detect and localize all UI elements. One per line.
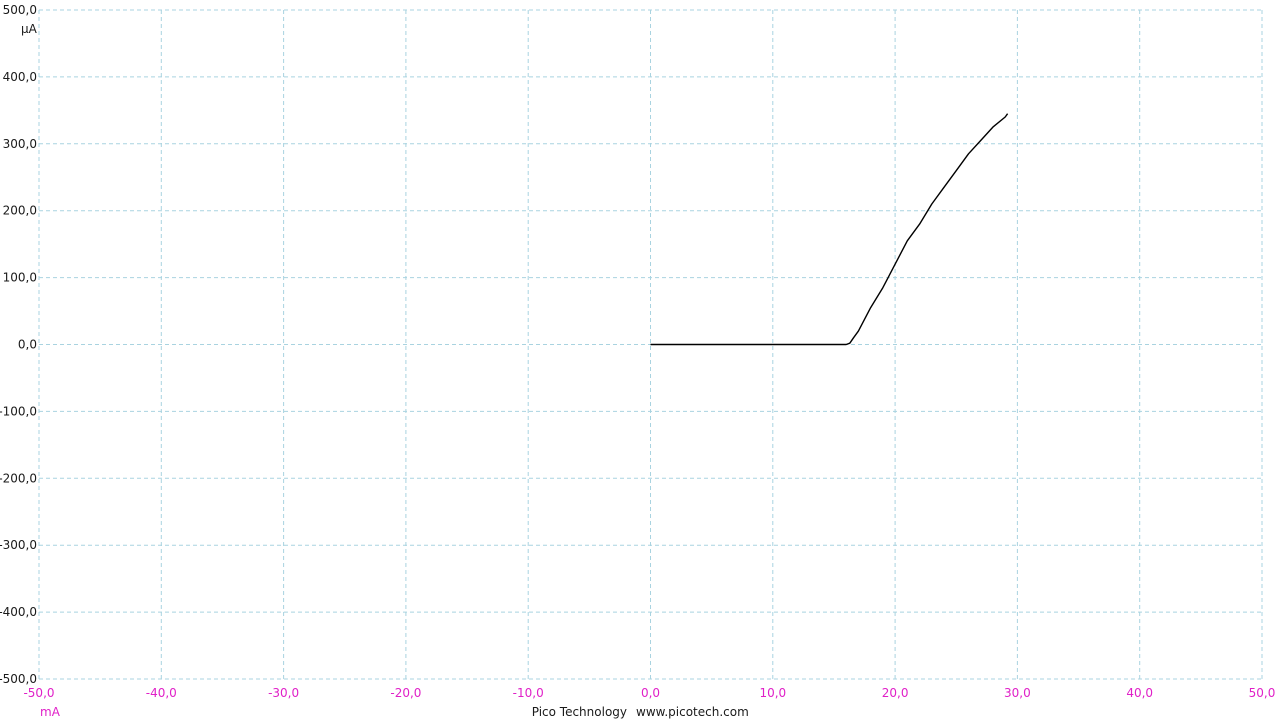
x-tick-label: -10,0 bbox=[513, 686, 544, 700]
x-tick-label: -30,0 bbox=[268, 686, 299, 700]
x-tick-label: 0,0 bbox=[641, 686, 660, 700]
plot-traces bbox=[650, 113, 1009, 346]
y-tick-label: -400,0 bbox=[0, 605, 37, 619]
x-tick-label: 10,0 bbox=[759, 686, 786, 700]
y-tick-label: -300,0 bbox=[0, 538, 37, 552]
footer-brand: Pico Technology bbox=[532, 705, 627, 719]
x-tick-label: -20,0 bbox=[390, 686, 421, 700]
x-tick-label: 50,0 bbox=[1249, 686, 1276, 700]
y-tick-label: -500,0 bbox=[0, 672, 37, 686]
x-tick-label: 30,0 bbox=[1004, 686, 1031, 700]
x-tick-label: -50,0 bbox=[23, 686, 54, 700]
plot-grid bbox=[38, 9, 1263, 680]
x-tick-label: 40,0 bbox=[1126, 686, 1153, 700]
y-tick-label: 100,0 bbox=[3, 271, 37, 285]
y-tick-label: -200,0 bbox=[0, 471, 37, 485]
series-line bbox=[650, 113, 1009, 346]
y-tick-label: 300,0 bbox=[3, 137, 37, 151]
x-tick-label: -40,0 bbox=[146, 686, 177, 700]
y-tick-label: 0,0 bbox=[18, 338, 37, 352]
y-tick-label: -100,0 bbox=[0, 404, 37, 418]
x-axis-ticks: -50,0 -40,0 -30,0 -20,0 -10,0 0,0 10,0 20,0 30,0… bbox=[23, 686, 1275, 700]
y-tick-label: 500,0 bbox=[3, 3, 37, 17]
y-tick-label: 400,0 bbox=[3, 70, 37, 84]
footer-url: www.picotech.com bbox=[636, 705, 749, 719]
x-tick-label: 20,0 bbox=[882, 686, 909, 700]
x-axis-unit: mA bbox=[40, 705, 61, 719]
y-axis-ticks: 500,0 400,0 300,0 200,0 100,0 0,0 -100,0 -200,0… bbox=[0, 3, 37, 686]
y-tick-label: 200,0 bbox=[3, 204, 37, 218]
y-axis-unit: µA bbox=[21, 22, 38, 36]
